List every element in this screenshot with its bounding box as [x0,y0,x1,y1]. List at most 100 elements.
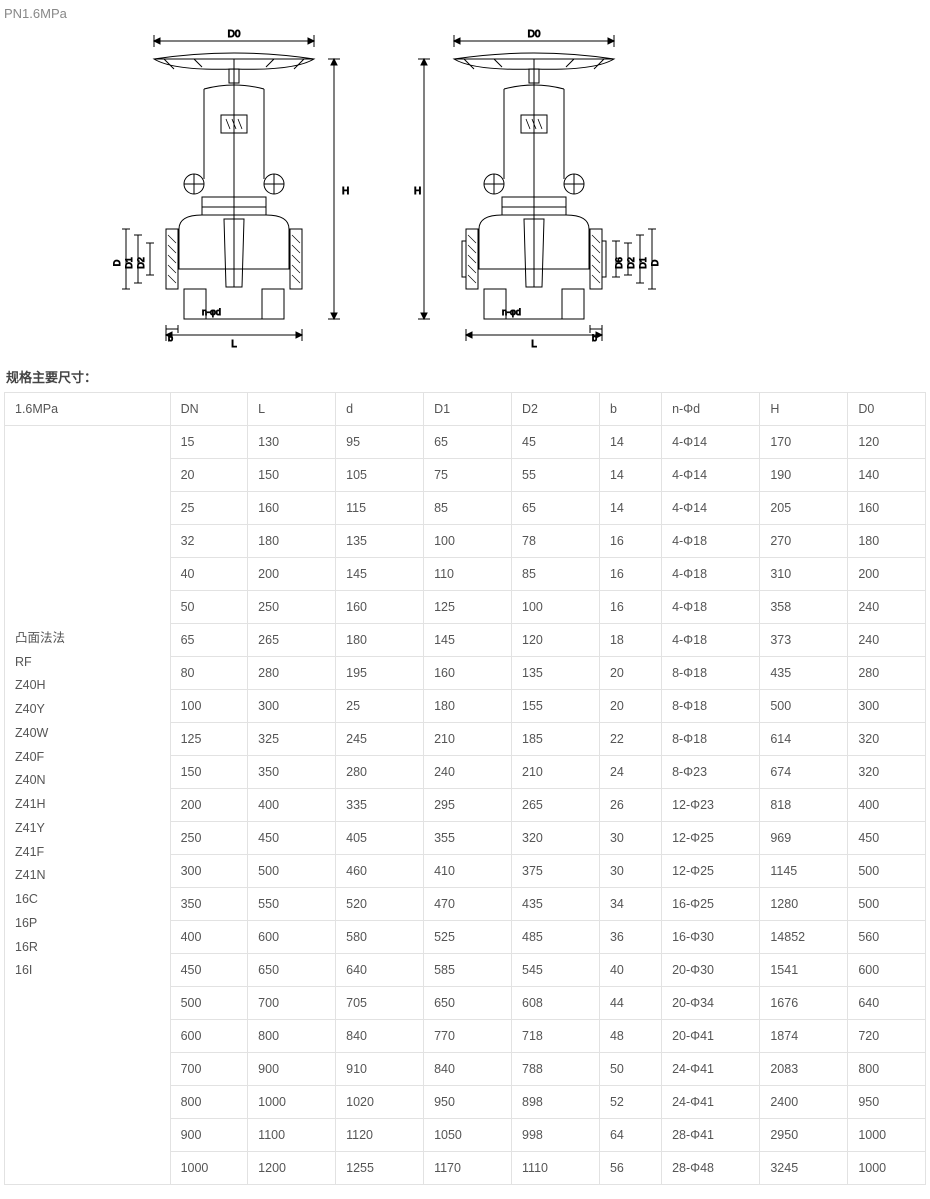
table-cell: 20-Φ30 [662,954,760,987]
table-cell: 1110 [512,1152,600,1185]
table-cell: 52 [599,1086,661,1119]
table-cell: 600 [170,1020,248,1053]
flange-line: Z40H [15,674,160,698]
table-cell: 800 [848,1053,926,1086]
table-cell: 250 [248,591,336,624]
table-cell: 500 [848,888,926,921]
table-cell: 8-Φ18 [662,690,760,723]
table-cell: 1000 [848,1119,926,1152]
table-cell: 460 [336,855,424,888]
table-cell: 840 [424,1053,512,1086]
table-cell: 65 [424,426,512,459]
flange-line: Z40W [15,722,160,746]
dim-nphi: n-φd [502,307,521,317]
table-cell: 22 [599,723,661,756]
table-cell: 1000 [848,1152,926,1185]
table-cell: 45 [512,426,600,459]
table-cell: 16 [599,591,661,624]
valve-diagram-right: D0 [394,29,674,349]
table-cell: 14 [599,492,661,525]
table-cell: 2083 [760,1053,848,1086]
spec-table: 1.6MPa DN L d D1 D2 b n-Φd H D0 凸面法法RFZ4… [4,392,926,1185]
flange-line: Z41F [15,841,160,865]
table-cell: 100 [512,591,600,624]
table-cell: 2950 [760,1119,848,1152]
table-cell: 4-Φ18 [662,591,760,624]
flange-line: Z40N [15,769,160,793]
table-cell: 210 [424,723,512,756]
table-cell: 16-Φ30 [662,921,760,954]
table-cell: 280 [248,657,336,690]
table-cell: 550 [248,888,336,921]
flange-line: 16R [15,936,160,960]
table-cell: 190 [760,459,848,492]
dim-nphi: n-φd [202,307,221,317]
header-d1: D1 [424,393,512,426]
table-cell: 450 [170,954,248,987]
table-cell: 55 [512,459,600,492]
dim-l: L [231,339,237,349]
table-cell: 240 [424,756,512,789]
table-cell: 110 [424,558,512,591]
table-cell: 8-Φ23 [662,756,760,789]
table-cell: 969 [760,822,848,855]
table-cell: 674 [760,756,848,789]
header-l: L [248,393,336,426]
table-cell: 375 [512,855,600,888]
table-cell: 180 [848,525,926,558]
table-cell: 14 [599,426,661,459]
table-cell: 840 [336,1020,424,1053]
table-cell: 20 [599,657,661,690]
table-cell: 250 [170,822,248,855]
table-cell: 20 [170,459,248,492]
table-cell: 245 [336,723,424,756]
table-cell: 210 [512,756,600,789]
header-nphid: n-Φd [662,393,760,426]
valve-diagram-left: D0 [84,29,364,349]
table-cell: 1100 [248,1119,336,1152]
dim-d2: D2 [136,257,146,269]
table-cell: 4-Φ18 [662,525,760,558]
table-cell: 520 [336,888,424,921]
table-cell: 78 [512,525,600,558]
table-cell: 1120 [336,1119,424,1152]
table-cell: 20-Φ41 [662,1020,760,1053]
header-d: d [336,393,424,426]
table-cell: 265 [248,624,336,657]
table-cell: 65 [512,492,600,525]
table-cell: 75 [424,459,512,492]
table-cell: 150 [248,459,336,492]
table-cell: 40 [170,558,248,591]
dim-h: H [342,186,349,197]
header-dn: DN [170,393,248,426]
table-cell: 818 [760,789,848,822]
dim-h: H [414,186,421,197]
table-cell: 1000 [248,1086,336,1119]
table-cell: 300 [248,690,336,723]
table-cell: 718 [512,1020,600,1053]
table-cell: 160 [424,657,512,690]
table-cell: 705 [336,987,424,1020]
table-cell: 950 [848,1086,926,1119]
dim-l: L [531,339,537,349]
table-cell: 1170 [424,1152,512,1185]
table-cell: 170 [760,426,848,459]
table-cell: 700 [248,987,336,1020]
table-cell: 500 [170,987,248,1020]
flange-line: RF [15,651,160,675]
table-cell: 135 [512,657,600,690]
table-cell: 240 [848,591,926,624]
table-cell: 4-Φ14 [662,459,760,492]
table-cell: 720 [848,1020,926,1053]
table-cell: 44 [599,987,661,1020]
flange-line: Z40Y [15,698,160,722]
table-cell: 950 [424,1086,512,1119]
table-cell: 36 [599,921,661,954]
flange-line: Z41H [15,793,160,817]
table-cell: 900 [170,1119,248,1152]
flange-line: Z41N [15,864,160,888]
table-cell: 310 [760,558,848,591]
table-cell: 1145 [760,855,848,888]
table-cell: 400 [248,789,336,822]
table-cell: 770 [424,1020,512,1053]
